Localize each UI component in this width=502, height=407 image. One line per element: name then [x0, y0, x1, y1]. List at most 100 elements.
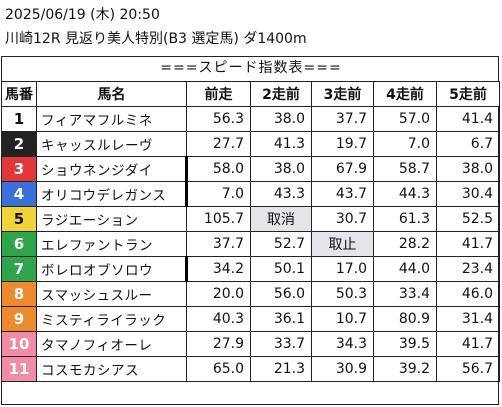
speed-index-table: 馬番 馬名 前走 2走前 3走前 4走前 5走前 1 フィアマフルミネ 56.3 38…	[1, 81, 500, 382]
speed-index-cell: 44.0	[373, 256, 437, 282]
speed-index-cell: 46.0	[436, 281, 500, 307]
horse-name: エレファントラン	[36, 231, 187, 257]
speed-index-cell: 10.7	[311, 306, 374, 332]
speed-index-cell: 39.2	[373, 356, 437, 382]
speed-index-cell: 61.3	[373, 206, 437, 232]
speed-index-cell: 33.7	[250, 331, 312, 357]
col-header-horse-name: 馬名	[36, 81, 187, 107]
speed-index-cell: 37.7	[186, 231, 251, 257]
table-row: 5 ラジエーション 105.7 取消 30.7 61.3 52.5	[1, 206, 500, 232]
horse-number: 6	[1, 231, 37, 257]
speed-index-cell: 80.9	[373, 306, 437, 332]
speed-index-cell: 40.3	[186, 306, 251, 332]
speed-index-cell: 105.7	[186, 206, 251, 232]
speed-index-cell: 19.7	[311, 131, 374, 157]
speed-index-cell: 56.0	[250, 281, 312, 307]
col-header-number: 馬番	[1, 81, 37, 107]
status-cell: 取止	[311, 231, 374, 257]
status-cell: 取消	[250, 206, 312, 232]
race-date-time: 2025/06/19 (木) 20:50	[5, 7, 160, 23]
horse-number: 7	[1, 256, 37, 282]
table-row: 6 エレファントラン 37.7 52.7 取止 28.2 41.7	[1, 231, 500, 257]
col-header-2-races-ago: 2走前	[250, 81, 312, 107]
horse-name: キャッスルレーヴ	[36, 131, 187, 157]
speed-index-cell: 39.5	[373, 331, 437, 357]
speed-index-cell: 34.3	[311, 331, 374, 357]
speed-index-cell: 36.1	[250, 306, 312, 332]
speed-index-cell: 21.3	[250, 356, 312, 382]
table-row: 4 オリコウデレガンス 7.0 43.3 43.7 44.3 30.4	[1, 181, 500, 207]
speed-index-cell: 41.7	[436, 231, 500, 257]
speed-index-cell: 20.0	[186, 281, 251, 307]
col-header-last-race: 前走	[186, 81, 251, 107]
speed-index-cell: 30.9	[311, 356, 374, 382]
speed-index-cell: 58.7	[373, 156, 437, 182]
speed-index-cell: 38.0	[250, 106, 312, 132]
speed-index-cell: 30.4	[436, 181, 500, 207]
speed-index-cell: 52.7	[250, 231, 312, 257]
speed-index-cell: 27.9	[186, 331, 251, 357]
speed-index-cell: 17.0	[311, 256, 374, 282]
horse-name: ミスティライラック	[36, 306, 187, 332]
table-row: 9 ミスティライラック 40.3 36.1 10.7 80.9 31.4	[1, 306, 500, 332]
horse-name: オリコウデレガンス	[36, 181, 188, 207]
table-row: 7 ボレロオブソロウ 34.2 50.1 17.0 44.0 23.4	[1, 256, 500, 282]
speed-index-cell: 33.4	[373, 281, 437, 307]
speed-index-cell: 23.4	[436, 256, 500, 282]
horse-name: スマッシュスルー	[36, 281, 187, 307]
speed-index-cell: 7.0	[186, 181, 251, 207]
speed-index-cell: 50.1	[250, 256, 312, 282]
horse-name: ショウネンジダイ	[36, 156, 188, 182]
speed-index-cell: 57.0	[373, 106, 437, 132]
speed-index-cell: 56.7	[436, 356, 500, 382]
speed-index-cell: 31.4	[436, 306, 500, 332]
speed-index-cell: 41.4	[436, 106, 500, 132]
speed-index-cell: 52.5	[436, 206, 500, 232]
speed-index-cell: 38.0	[250, 156, 312, 182]
speed-index-cell: 41.7	[436, 331, 500, 357]
horse-number: 11	[1, 356, 37, 382]
speed-index-cell: 30.7	[311, 206, 374, 232]
speed-index-cell: 44.3	[373, 181, 437, 207]
speed-index-cell: 56.3	[186, 106, 251, 132]
col-header-4-races-ago: 4走前	[373, 81, 437, 107]
speed-index-cell: 65.0	[186, 356, 251, 382]
horse-name: コスモカシアス	[36, 356, 187, 382]
horse-number: 5	[1, 206, 37, 232]
table-row: 3 ショウネンジダイ 58.0 38.0 67.9 58.7 38.0	[1, 156, 500, 182]
table-row: 10 タマノフィオーレ 27.9 33.7 34.3 39.5 41.7	[1, 331, 500, 357]
table-row: 8 スマッシュスルー 20.0 56.0 50.3 33.4 46.0	[1, 281, 500, 307]
speed-index-cell: 34.2	[186, 256, 251, 282]
speed-index-cell: 43.3	[250, 181, 312, 207]
horse-name: ボレロオブソロウ	[36, 256, 188, 282]
speed-index-cell: 7.0	[373, 131, 437, 157]
col-header-5-races-ago: 5走前	[436, 81, 500, 107]
horse-name: ラジエーション	[36, 206, 187, 232]
table-row: 1 フィアマフルミネ 56.3 38.0 37.7 57.0 41.4	[1, 106, 500, 132]
speed-index-cell: 43.7	[311, 181, 374, 207]
speed-index-cell: 67.9	[311, 156, 374, 182]
speed-index-cell: 58.0	[186, 156, 251, 182]
horse-number: 8	[1, 281, 37, 307]
table-subtitle: ===スピード指数表===	[160, 60, 342, 76]
race-title: 川崎12R 見返り美人特別(B3 選定馬) ダ1400m	[5, 31, 307, 47]
horse-name: フィアマフルミネ	[36, 106, 187, 132]
speed-index-cell: 41.3	[250, 131, 312, 157]
horse-number: 2	[1, 131, 37, 157]
table-row: 11 コスモカシアス 65.0 21.3 30.9 39.2 56.7	[1, 356, 500, 382]
horse-number: 1	[1, 106, 37, 132]
table-row: 2 キャッスルレーヴ 27.7 41.3 19.7 7.0 6.7	[1, 131, 500, 157]
header-row: 馬番 馬名 前走 2走前 3走前 4走前 5走前	[1, 81, 500, 107]
speed-index-cell: 50.3	[311, 281, 374, 307]
speed-index-cell: 28.2	[373, 231, 437, 257]
horse-number: 3	[1, 156, 37, 182]
speed-index-cell: 38.0	[436, 156, 500, 182]
horse-number: 10	[1, 331, 37, 357]
speed-index-cell: 27.7	[186, 131, 251, 157]
horse-number: 4	[1, 181, 37, 207]
speed-index-cell: 6.7	[436, 131, 500, 157]
horse-name: タマノフィオーレ	[36, 331, 187, 357]
speed-index-cell: 37.7	[311, 106, 374, 132]
horse-number: 9	[1, 306, 37, 332]
col-header-3-races-ago: 3走前	[311, 81, 374, 107]
